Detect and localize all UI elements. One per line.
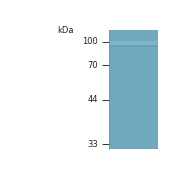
Bar [109, 41, 158, 47]
Text: 70: 70 [87, 61, 98, 70]
Text: kDa: kDa [58, 26, 74, 35]
Text: 44: 44 [87, 95, 98, 104]
Bar [109, 45, 158, 47]
Text: 100: 100 [82, 37, 98, 46]
Bar [109, 30, 158, 149]
Text: 33: 33 [87, 140, 98, 149]
